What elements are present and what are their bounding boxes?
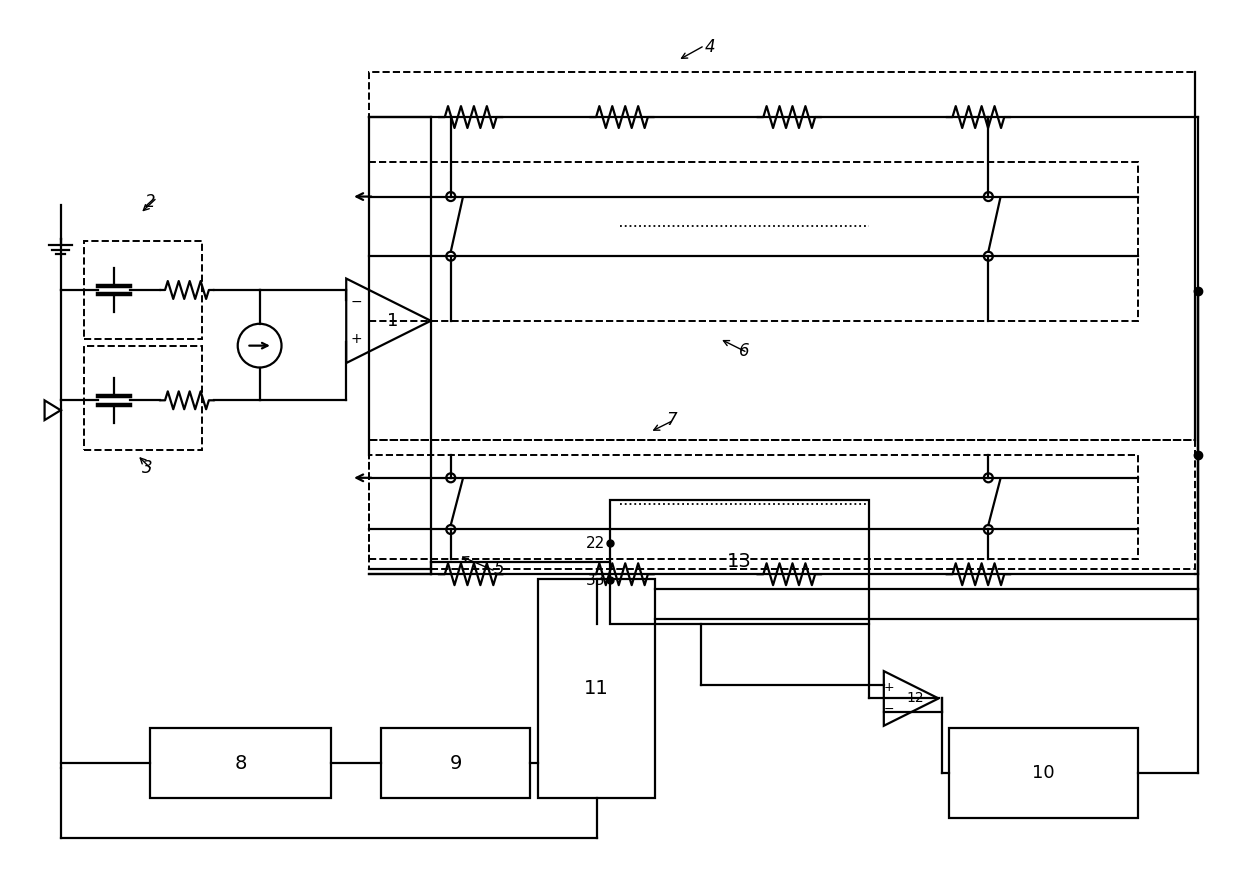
Text: +: + — [884, 681, 894, 694]
Bar — [84, 346, 202, 450]
Text: 10: 10 — [1032, 764, 1054, 782]
Text: −: − — [351, 295, 362, 309]
Text: 22: 22 — [585, 536, 605, 551]
Text: 13: 13 — [727, 552, 751, 572]
Bar — [381, 728, 531, 797]
Text: 4: 4 — [704, 39, 715, 56]
Bar — [610, 500, 869, 624]
Bar — [84, 241, 202, 339]
Text: 7: 7 — [666, 411, 677, 429]
Text: +: + — [351, 332, 362, 347]
Text: 8: 8 — [234, 754, 247, 772]
Text: 12: 12 — [906, 692, 924, 705]
Text: 2: 2 — [145, 193, 155, 211]
Text: 5: 5 — [494, 560, 503, 578]
Text: 1: 1 — [387, 312, 398, 330]
Bar — [370, 455, 1137, 559]
Text: −: − — [884, 702, 894, 716]
Bar — [370, 440, 1195, 569]
Text: 9: 9 — [450, 754, 463, 772]
Text: 6: 6 — [739, 341, 750, 359]
Bar — [949, 728, 1137, 818]
Text: 3: 3 — [141, 459, 153, 477]
Bar — [150, 728, 331, 797]
Bar — [538, 579, 655, 797]
Bar — [370, 162, 1137, 321]
Bar — [370, 73, 1195, 440]
Text: 33: 33 — [585, 573, 605, 588]
Text: 11: 11 — [584, 679, 609, 698]
